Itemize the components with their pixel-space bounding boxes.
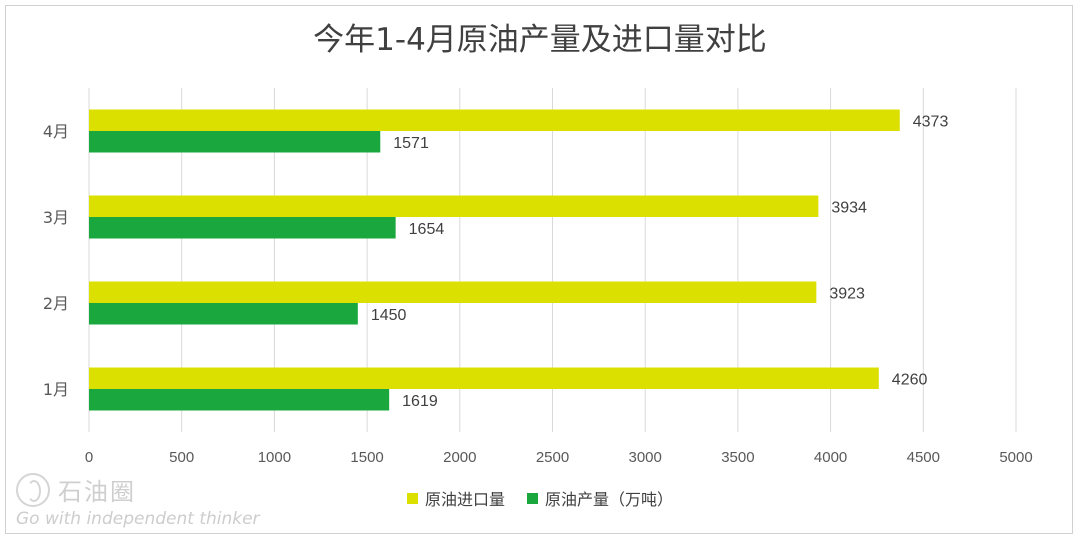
legend-item-imports[interactable]: 原油进口量 — [406, 486, 505, 510]
legend-item-production[interactable]: 原油产量（万吨） — [527, 486, 673, 510]
y-tick-label-3: 4月 — [43, 122, 69, 141]
data-label-s0-3: 4373 — [913, 113, 949, 130]
y-tick-label-1: 2月 — [43, 294, 69, 313]
x-tick-label-9: 4500 — [907, 449, 940, 466]
watermark: 石油圈 Go with independent thinker — [16, 472, 260, 529]
bar-s0-1 — [89, 281, 817, 303]
data-label-s0-0: 4260 — [892, 371, 928, 388]
data-label-s1-3: 1571 — [393, 135, 429, 152]
bar-s1-1 — [89, 303, 358, 325]
watermark-tagline: Go with independent thinker — [16, 509, 260, 529]
legend-label-imports: 原油进口量 — [424, 490, 505, 509]
data-label-s1-1: 1450 — [371, 307, 407, 324]
x-tick-label-10: 5000 — [999, 449, 1032, 466]
x-tick-label-1: 500 — [169, 449, 194, 466]
chart-title: 今年1-4月原油产量及进口量对比 — [313, 22, 767, 58]
y-tick-label-2: 3月 — [43, 208, 69, 227]
legend-swatch-production — [527, 492, 538, 504]
bar-s0-3 — [89, 109, 900, 131]
bar-s0-2 — [89, 195, 819, 217]
bar-s1-0 — [89, 389, 390, 411]
legend-swatch-imports — [406, 492, 418, 504]
x-tick-label-7: 3500 — [721, 449, 754, 466]
legend: 原油进口量 原油产量（万吨） — [0, 486, 1080, 510]
x-tick-label-2: 1000 — [258, 449, 291, 466]
legend-label-production: 原油产量（万吨） — [545, 490, 674, 509]
x-tick-label-3: 1500 — [350, 449, 383, 466]
watermark-name: 石油圈 — [58, 478, 136, 506]
bar-s0-0 — [89, 367, 879, 389]
data-label-s1-0: 1619 — [402, 393, 438, 410]
y-tick-label-0: 1月 — [43, 380, 69, 399]
data-label-s0-1: 3923 — [829, 285, 865, 302]
x-tick-label-6: 3000 — [629, 449, 662, 466]
bar-s1-2 — [89, 217, 396, 239]
data-label-s1-2: 1654 — [409, 221, 445, 238]
data-label-s0-2: 3934 — [831, 199, 867, 216]
oil-drop-logo-icon — [16, 472, 50, 507]
chart-frame — [5, 5, 1073, 534]
x-tick-label-5: 2500 — [536, 449, 569, 466]
bar-s1-3 — [89, 131, 381, 153]
x-tick-label-4: 2000 — [443, 449, 476, 466]
x-tick-label-0: 0 — [85, 449, 93, 466]
x-tick-label-8: 4000 — [814, 449, 847, 466]
